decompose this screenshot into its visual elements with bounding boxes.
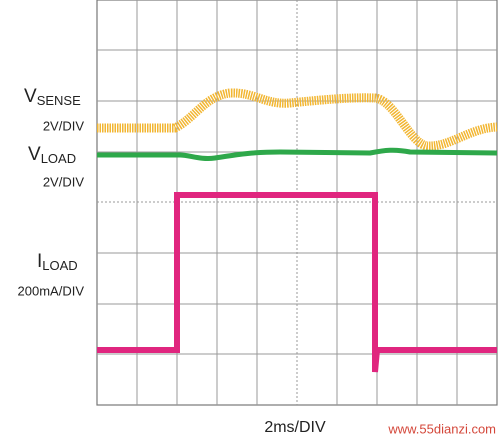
vsense-trace [97, 88, 498, 151]
channel-scale: 2V/DIV [43, 174, 85, 189]
symbol: V [28, 144, 41, 165]
subscript: LOAD [42, 258, 77, 273]
scope-grid [96, 0, 498, 406]
vload-trace [97, 147, 498, 161]
subscript: LOAD [41, 151, 76, 166]
watermark: www.55dianzi.com [387, 421, 496, 436]
channel-scale: 2V/DIV [43, 118, 85, 133]
channel-scale: 200mA/DIV [18, 283, 85, 298]
subscript: SENSE [37, 93, 81, 108]
iload-edge [176, 195, 376, 372]
symbol: I [37, 251, 42, 272]
channel-label: VSENSE [24, 86, 81, 108]
channel-label: ILOAD [37, 251, 78, 273]
time-scale: 2ms/DIV [264, 419, 326, 436]
symbol: V [24, 86, 37, 107]
channel-label: VLOAD [28, 144, 76, 166]
